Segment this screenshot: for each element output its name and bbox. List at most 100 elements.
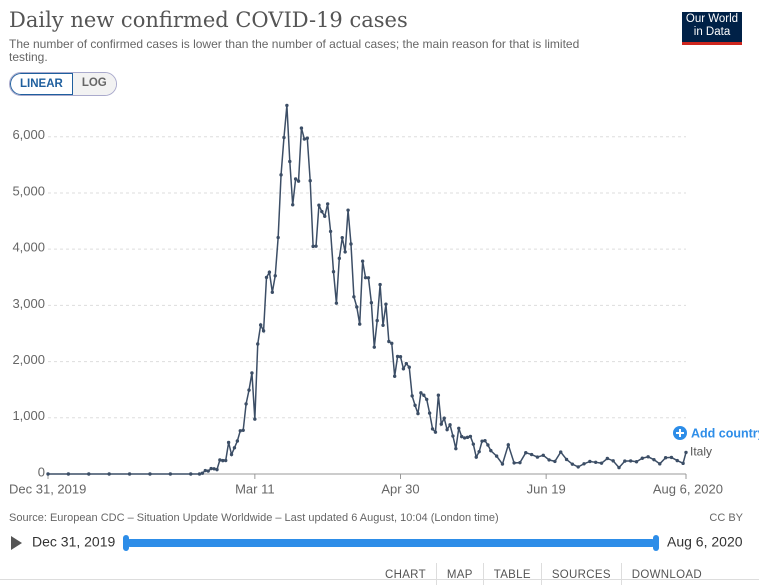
data-point <box>681 461 685 466</box>
tab[interactable]: MAP <box>435 563 483 585</box>
data-point <box>611 459 615 463</box>
data-point <box>343 250 347 254</box>
data-point <box>445 427 449 432</box>
data-point <box>267 270 272 274</box>
timeline-start: Dec 31, 2019 <box>32 534 115 550</box>
data-point <box>570 462 575 466</box>
y-tick-label: 4,000 <box>12 240 45 255</box>
data-point <box>285 103 289 108</box>
y-tick-label: 0 <box>38 464 45 479</box>
data-point <box>652 457 656 462</box>
data-point <box>451 434 455 438</box>
license[interactable]: CC BY <box>709 512 743 524</box>
data-point <box>355 305 359 309</box>
data-point <box>684 450 688 455</box>
x-tick-label: Mar 11 <box>235 481 275 496</box>
data-point <box>302 137 307 141</box>
add-country-label: Add country <box>691 426 759 440</box>
logo[interactable]: Our World in Data <box>682 12 742 45</box>
tabs-border <box>0 579 759 580</box>
data-point <box>317 203 321 207</box>
data-point <box>247 388 251 392</box>
data-point <box>206 469 210 473</box>
log-button[interactable]: LOG <box>72 73 116 95</box>
data-point <box>512 461 516 465</box>
data-point <box>390 341 394 346</box>
data-point <box>474 455 478 459</box>
data-point <box>436 393 441 397</box>
data-point <box>273 274 277 278</box>
add-icon-plus <box>676 429 684 437</box>
data-point <box>314 244 318 248</box>
data-point <box>148 472 152 476</box>
data-point <box>559 450 563 454</box>
y-tick-label: 3,000 <box>12 296 45 311</box>
data-point <box>439 422 443 426</box>
data-point <box>293 177 298 181</box>
add-country[interactable]: Add country <box>673 426 759 440</box>
data-point <box>564 457 569 462</box>
data-point <box>480 439 484 443</box>
data-point <box>404 361 409 366</box>
data-point <box>494 454 499 458</box>
data-point <box>576 465 580 469</box>
timeline-end: Aug 6, 2020 <box>667 534 743 550</box>
y-tick-label: 1,000 <box>12 408 45 423</box>
data-point <box>346 208 350 212</box>
data-point <box>235 439 240 443</box>
data-point <box>87 472 91 476</box>
data-point <box>640 456 645 460</box>
data-point <box>486 443 490 447</box>
data-point <box>258 323 263 327</box>
data-point <box>66 472 71 476</box>
data-point <box>197 472 202 476</box>
tabs: CHART MAP TABLE SOURCES DOWNLOAD <box>375 563 712 585</box>
tab[interactable]: SOURCES <box>540 563 621 585</box>
tab[interactable]: DOWNLOAD <box>620 563 712 585</box>
data-point <box>358 322 362 326</box>
data-point <box>226 440 231 445</box>
data-point <box>413 403 417 408</box>
x-tick-label: Jun 19 <box>527 481 566 496</box>
tab[interactable]: CHART <box>385 569 426 581</box>
data-point <box>663 456 668 460</box>
data-point <box>256 342 260 346</box>
data-point <box>372 345 376 349</box>
data-point <box>407 365 411 369</box>
data-point <box>331 269 336 274</box>
data-point <box>337 256 342 261</box>
data-point <box>448 423 452 427</box>
data-point <box>398 355 403 359</box>
data-point <box>107 472 111 476</box>
data-point <box>425 397 429 402</box>
timeline-handle[interactable] <box>123 535 129 551</box>
data-point <box>541 453 545 457</box>
data-point <box>524 450 528 455</box>
data-point <box>360 259 365 263</box>
data-point <box>416 411 420 416</box>
data-point <box>215 467 219 472</box>
data-point <box>238 429 242 433</box>
data-point <box>212 467 216 471</box>
data-point <box>349 242 353 246</box>
linear-button[interactable]: LINEAR <box>10 73 73 95</box>
data-point <box>375 318 379 323</box>
timeline-handle[interactable] <box>653 535 659 551</box>
data-point <box>419 391 423 395</box>
data-point <box>328 229 333 234</box>
tab[interactable]: TABLE <box>482 563 541 585</box>
data-point <box>291 203 295 207</box>
data-point <box>261 329 266 333</box>
data-point <box>282 135 286 140</box>
data-point <box>483 438 487 443</box>
data-point <box>553 459 557 464</box>
data-point <box>387 339 391 344</box>
data-point <box>200 471 205 475</box>
data-point <box>395 354 400 359</box>
data-point <box>588 459 592 464</box>
data-point <box>518 460 522 465</box>
play-button[interactable] <box>11 536 22 550</box>
data-point <box>628 459 633 463</box>
timeline-bar[interactable] <box>126 539 656 547</box>
data-point <box>410 394 414 398</box>
